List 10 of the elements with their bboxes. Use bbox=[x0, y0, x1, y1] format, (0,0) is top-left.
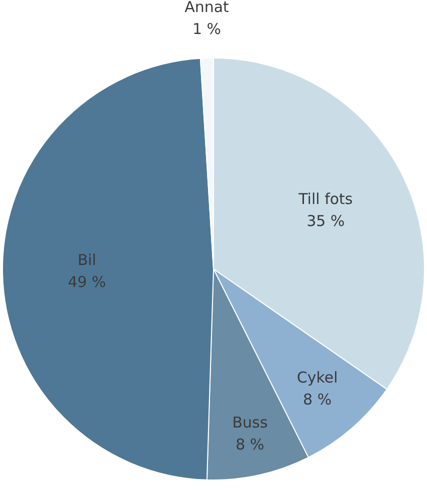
slice-label: Till fots bbox=[298, 190, 353, 208]
slice-label: Cykel bbox=[296, 368, 338, 386]
slice-label: Buss bbox=[232, 414, 268, 432]
data-label: 8 % bbox=[236, 436, 264, 454]
data-label: 8 % bbox=[303, 390, 332, 408]
slice-label: Bil bbox=[78, 250, 96, 269]
data-label: 1 % bbox=[192, 20, 222, 38]
slice-label: Annat bbox=[184, 0, 230, 16]
data-label: 35 % bbox=[306, 212, 345, 230]
data-label: 49 % bbox=[68, 272, 106, 291]
